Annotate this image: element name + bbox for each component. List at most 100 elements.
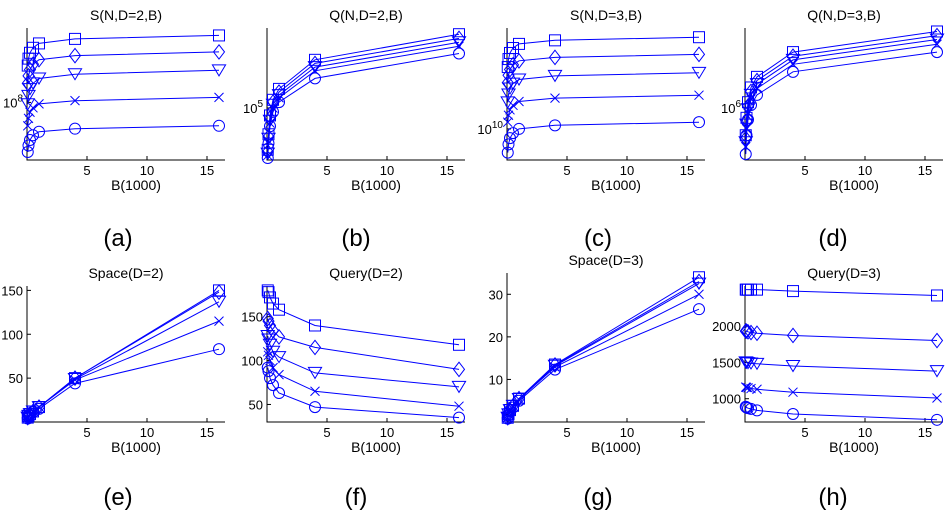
x-axis-label: B(1000) bbox=[111, 177, 161, 193]
data-point-triangle-down bbox=[929, 33, 945, 46]
series-line-square bbox=[27, 34, 220, 66]
series-line-x bbox=[27, 96, 220, 126]
data-point-diamond bbox=[750, 325, 764, 342]
data-point-diamond bbox=[212, 284, 226, 301]
panel-caption: (b) bbox=[341, 225, 370, 252]
data-point-triangle-down bbox=[749, 78, 765, 91]
x-tick-label: 15 bbox=[440, 163, 454, 178]
data-point-circle bbox=[27, 406, 39, 419]
x-tick-label: 10 bbox=[858, 163, 872, 178]
data-point-triangle-down bbox=[785, 360, 801, 373]
data-point-circle bbox=[33, 402, 45, 415]
panel-title: S(N,D=3,B) bbox=[570, 7, 642, 23]
data-point-circle bbox=[745, 402, 757, 415]
data-point-triangle-down bbox=[260, 330, 276, 343]
data-point-square bbox=[504, 46, 516, 59]
series-line-triangle-down bbox=[267, 335, 460, 388]
data-point-diamond bbox=[212, 43, 226, 60]
data-point-circle bbox=[740, 129, 753, 142]
y-tick-label: 50 bbox=[249, 397, 263, 412]
data-point-diamond bbox=[262, 313, 275, 330]
series-line-diamond bbox=[267, 318, 460, 370]
data-point-x bbox=[25, 107, 35, 118]
data-point-circle bbox=[501, 146, 514, 159]
data-point-circle bbox=[787, 408, 799, 420]
x-axis-label: B(1000) bbox=[351, 177, 401, 193]
data-point-square bbox=[513, 37, 525, 50]
data-point-square bbox=[33, 37, 45, 50]
data-point-triangle-down bbox=[20, 98, 36, 111]
data-point-square bbox=[453, 338, 465, 351]
y-tick-exponent: 5 bbox=[257, 99, 263, 110]
data-point-triangle-down bbox=[511, 393, 527, 406]
x-tick-label: 10 bbox=[140, 163, 154, 178]
data-point-circle bbox=[507, 401, 519, 414]
series-line-square bbox=[267, 290, 460, 346]
data-point-x bbox=[752, 83, 762, 94]
data-point-circle bbox=[693, 303, 705, 316]
data-point-circle bbox=[273, 387, 285, 400]
data-point-diamond bbox=[23, 61, 37, 78]
data-point-circle bbox=[507, 127, 519, 140]
y-tick-label: 105 bbox=[243, 99, 263, 116]
data-point-x bbox=[932, 393, 942, 403]
panel-caption: (d) bbox=[818, 225, 847, 252]
x-axis-label: B(1000) bbox=[111, 439, 161, 455]
data-point-diamond bbox=[741, 323, 755, 340]
series-line-triangle-down bbox=[745, 39, 938, 143]
data-point-x bbox=[263, 350, 274, 361]
data-point-circle bbox=[69, 377, 81, 390]
y-tick-label: 108 bbox=[3, 93, 23, 110]
data-point-x bbox=[694, 90, 704, 101]
data-point-triangle-down bbox=[500, 96, 516, 109]
data-point-x bbox=[265, 118, 275, 128]
data-point-circle bbox=[264, 120, 276, 133]
data-point-square bbox=[693, 31, 705, 44]
data-point-circle bbox=[309, 401, 321, 414]
y-tick-label: 20 bbox=[489, 330, 503, 345]
chart-panel-f: 5 10 15 50 100 150 Query(D=2) B(1000) (f) bbox=[241, 265, 467, 511]
data-point-circle bbox=[693, 116, 705, 129]
x-tick-label: 15 bbox=[200, 163, 214, 178]
data-point-circle bbox=[33, 125, 45, 138]
data-point-circle bbox=[261, 152, 274, 165]
data-point-x bbox=[752, 384, 762, 395]
data-point-diamond bbox=[740, 323, 753, 340]
x-tick-label: 5 bbox=[563, 425, 570, 440]
data-point-circle bbox=[453, 411, 465, 424]
data-point-triangle-down bbox=[262, 338, 278, 352]
data-point-diamond bbox=[739, 323, 752, 340]
axis-lines bbox=[744, 286, 943, 423]
panel-title: S(N,D=2,B) bbox=[90, 7, 162, 23]
x-tick-label: 10 bbox=[620, 425, 634, 440]
data-point-x bbox=[262, 346, 273, 357]
data-point-circle bbox=[751, 88, 763, 101]
data-point-diamond bbox=[68, 47, 82, 64]
series-line-triangle-down bbox=[745, 361, 938, 372]
data-point-triangle-down bbox=[501, 88, 516, 101]
data-point-diamond bbox=[548, 49, 562, 66]
y-tick-base: 10 bbox=[721, 101, 735, 116]
series-line-diamond bbox=[27, 291, 220, 418]
data-point-triangle-down bbox=[505, 77, 521, 91]
panel-caption: (e) bbox=[103, 484, 132, 511]
data-point-circle bbox=[21, 146, 34, 159]
x-axis-label: B(1000) bbox=[351, 439, 401, 455]
panel-title: Q(N,D=3,B) bbox=[807, 7, 881, 23]
data-point-x bbox=[23, 113, 34, 124]
data-point-circle bbox=[739, 400, 752, 413]
panel-caption: (c) bbox=[584, 225, 612, 252]
data-point-diamond bbox=[26, 56, 40, 73]
data-point-diamond bbox=[512, 52, 526, 69]
data-point-triangle-down bbox=[307, 366, 323, 380]
data-point-circle bbox=[213, 119, 225, 132]
data-point-diamond bbox=[308, 339, 322, 356]
series-line-diamond bbox=[27, 51, 220, 84]
data-point-square bbox=[931, 289, 943, 302]
series-line-diamond bbox=[267, 37, 460, 152]
data-point-square bbox=[309, 319, 321, 332]
data-point-diamond bbox=[692, 46, 706, 63]
y-tick-exponent: 8 bbox=[17, 93, 23, 104]
